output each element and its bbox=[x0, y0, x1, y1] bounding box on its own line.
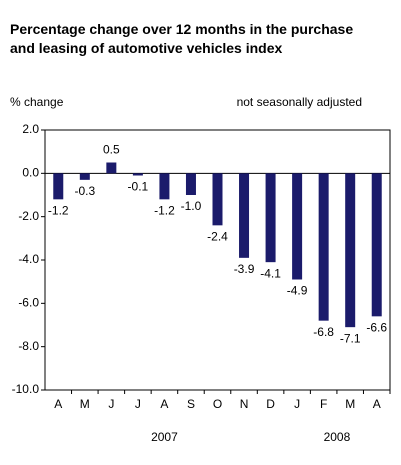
x-tick-label: O bbox=[213, 397, 222, 411]
y-tick-label: -8.0 bbox=[18, 339, 39, 353]
y-tick-label: 0.0 bbox=[22, 166, 39, 180]
value-label: -2.4 bbox=[207, 230, 228, 244]
value-label: -6.8 bbox=[313, 325, 334, 339]
y-tick-label: -2.0 bbox=[18, 209, 39, 223]
value-label: 0.5 bbox=[103, 143, 120, 157]
value-label: -4.9 bbox=[287, 284, 308, 298]
bar bbox=[265, 173, 276, 263]
value-label: -1.2 bbox=[154, 204, 175, 218]
x-tick-label: J bbox=[108, 397, 114, 411]
bar bbox=[106, 162, 117, 174]
x-group-label: 2007 bbox=[151, 430, 178, 444]
x-tick-label: J bbox=[135, 397, 141, 411]
bar bbox=[239, 173, 250, 258]
bar bbox=[132, 173, 143, 176]
plot-frame bbox=[44, 129, 391, 391]
bar bbox=[292, 173, 303, 280]
value-label: -0.1 bbox=[128, 180, 149, 194]
x-group-label: 2008 bbox=[324, 430, 351, 444]
bar bbox=[159, 173, 170, 200]
x-tick-label: J bbox=[294, 397, 300, 411]
bar bbox=[79, 173, 90, 180]
x-tick-label: A bbox=[160, 397, 168, 411]
bar bbox=[53, 173, 64, 200]
x-tick-label: N bbox=[240, 397, 249, 411]
value-label: -4.1 bbox=[260, 266, 281, 280]
bar bbox=[371, 173, 382, 317]
x-tick-label: F bbox=[320, 397, 327, 411]
x-tick-label: M bbox=[80, 397, 90, 411]
x-tick-label: D bbox=[266, 397, 275, 411]
value-label: -1.0 bbox=[181, 199, 202, 213]
value-label: -6.6 bbox=[366, 321, 387, 335]
value-label: -1.2 bbox=[48, 204, 69, 218]
y-tick-label: -4.0 bbox=[18, 252, 39, 266]
y-tick-label: -6.0 bbox=[18, 296, 39, 310]
bar bbox=[318, 173, 329, 321]
bar bbox=[212, 173, 223, 226]
y-axis-label: % change bbox=[10, 95, 64, 109]
y-tick-label: 2.0 bbox=[22, 122, 39, 136]
chart-title: Percentage change over 12 months in the … bbox=[10, 21, 354, 56]
value-label: -0.3 bbox=[74, 184, 95, 198]
x-tick-label: A bbox=[373, 397, 381, 411]
x-tick-label: S bbox=[187, 397, 195, 411]
x-tick-label: M bbox=[345, 397, 355, 411]
x-tick-label: A bbox=[54, 397, 62, 411]
bar bbox=[185, 173, 196, 195]
bar bbox=[345, 173, 356, 328]
y-tick-label: -10.0 bbox=[12, 382, 40, 396]
value-label: -7.1 bbox=[340, 331, 361, 345]
note: not seasonally adjusted bbox=[237, 95, 362, 109]
value-label: -3.9 bbox=[234, 262, 255, 276]
